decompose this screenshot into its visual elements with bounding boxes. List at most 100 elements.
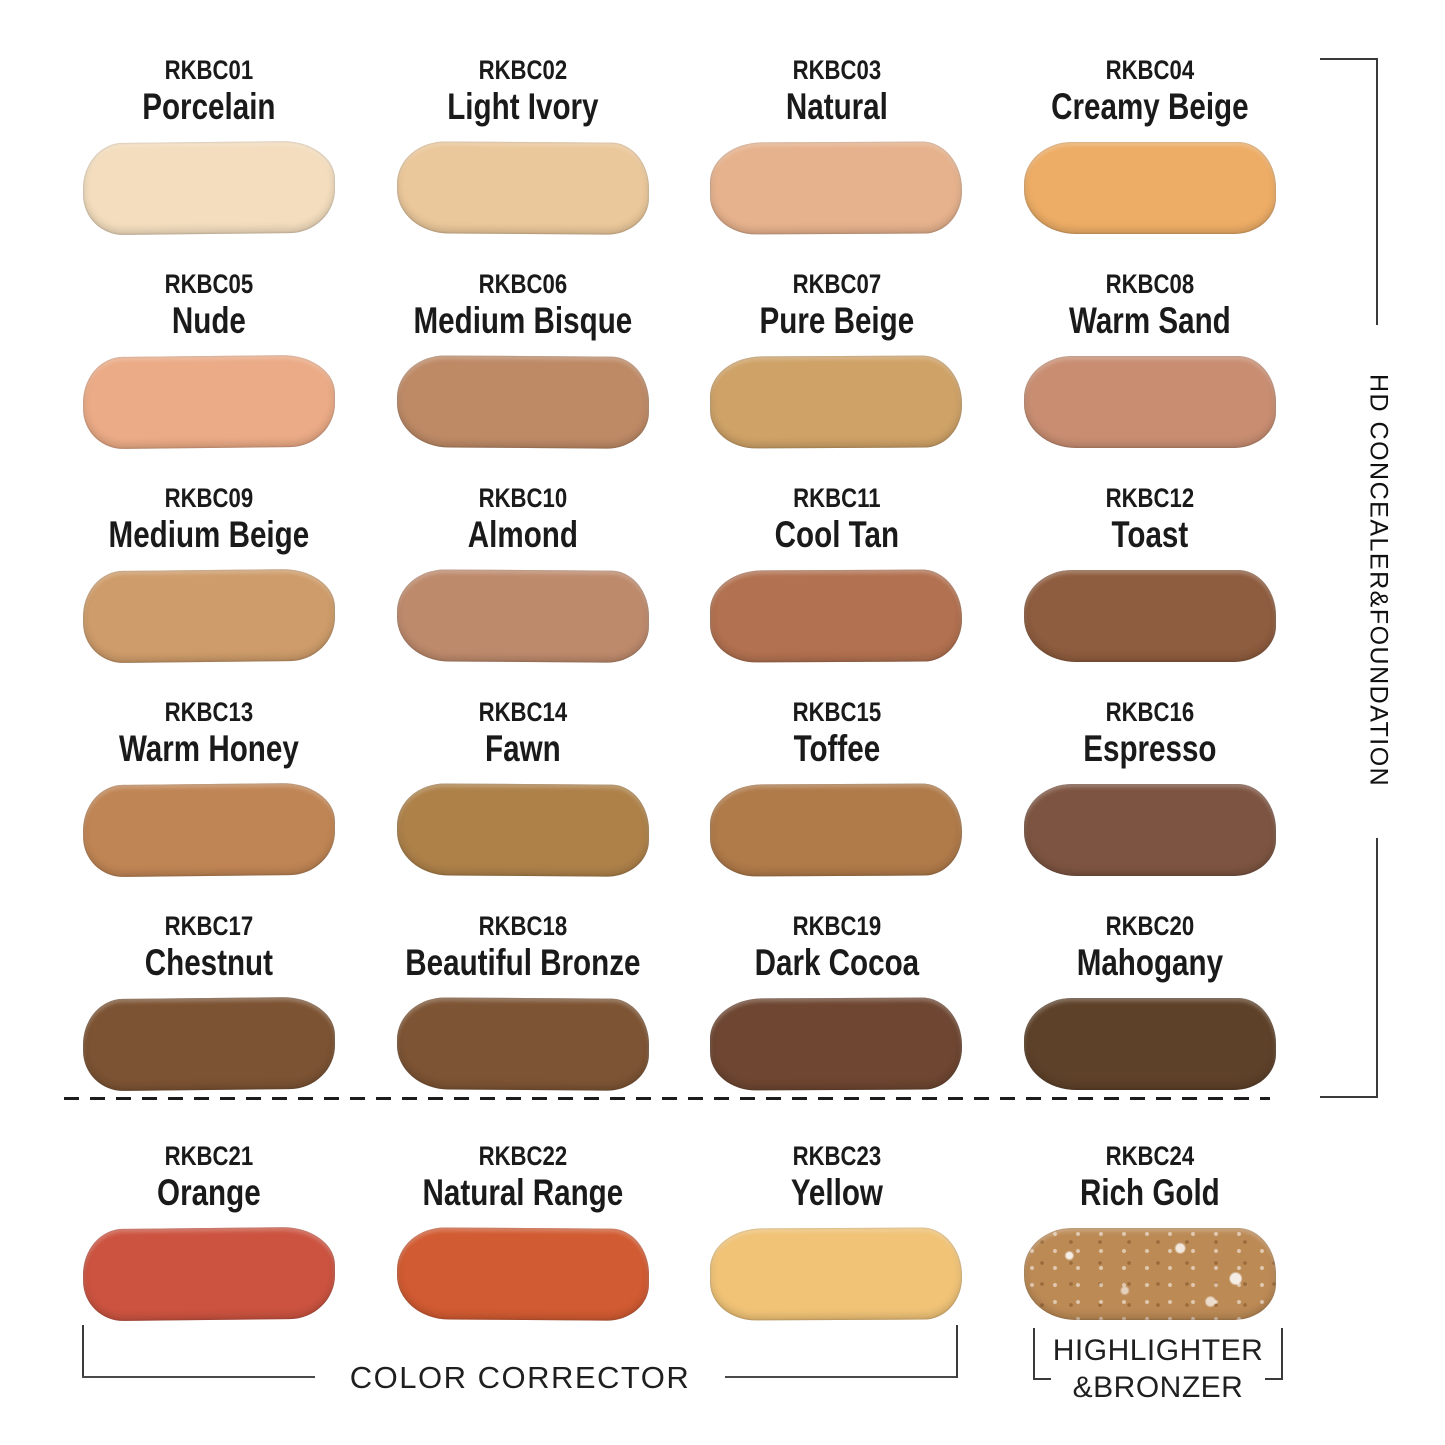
shade-name: Cool Tan bbox=[774, 513, 899, 555]
shade-name: Beautiful Bronze bbox=[405, 941, 641, 983]
shade-name: Orange bbox=[157, 1171, 261, 1213]
right-bracket-top-horizontal bbox=[1320, 58, 1378, 60]
bracket-line-left bbox=[82, 1376, 315, 1378]
highlighter-label-line1: HIGHLIGHTER bbox=[1052, 1334, 1264, 1367]
shade-swatch bbox=[396, 996, 649, 1091]
shade-code: RKBC04 bbox=[1105, 55, 1195, 85]
shade-swatch bbox=[1024, 569, 1277, 662]
shade-swatch bbox=[396, 782, 649, 877]
shade-name: Toast bbox=[1111, 513, 1189, 555]
shade-cell-rkbc13: RKBC13 Warm Honey bbox=[52, 684, 366, 898]
shade-swatch bbox=[82, 140, 336, 235]
shade-cell-rkbc23: RKBC23 Yellow bbox=[680, 1128, 994, 1342]
shade-name: Medium Beige bbox=[108, 513, 310, 555]
shade-swatch bbox=[710, 1226, 963, 1321]
shade-cell-rkbc15: RKBC15 Toffee bbox=[680, 684, 994, 898]
right-bracket-bottom-horizontal bbox=[1320, 1096, 1378, 1098]
shade-cell-rkbc11: RKBC11 Cool Tan bbox=[680, 470, 994, 684]
shade-name: Yellow bbox=[790, 1171, 883, 1213]
shade-cell-rkbc18: RKBC18 Beautiful Bronze bbox=[366, 898, 680, 1112]
shade-code: RKBC14 bbox=[478, 697, 567, 727]
shade-name: Natural bbox=[785, 85, 888, 127]
shade-code: RKBC12 bbox=[1105, 483, 1195, 513]
shade-cell-rkbc14: RKBC14 Fawn bbox=[366, 684, 680, 898]
shade-name: Warm Honey bbox=[118, 727, 299, 769]
bracket-corner-right bbox=[1265, 1328, 1283, 1380]
dashed-divider bbox=[64, 1097, 1270, 1100]
shade-code: RKBC19 bbox=[792, 911, 881, 941]
shade-code: RKBC05 bbox=[164, 269, 254, 299]
shade-name: Porcelain bbox=[142, 85, 276, 127]
shade-swatch bbox=[1024, 355, 1277, 448]
shade-name: Chestnut bbox=[144, 941, 273, 983]
shade-code: RKBC07 bbox=[792, 269, 881, 299]
shade-cell-rkbc07: RKBC07 Pure Beige bbox=[680, 256, 994, 470]
shade-cell-rkbc17: RKBC17 Chestnut bbox=[52, 898, 366, 1112]
shade-code: RKBC22 bbox=[478, 1141, 567, 1171]
shade-name: Almond bbox=[467, 513, 578, 555]
shade-cell-rkbc10: RKBC10 Almond bbox=[366, 470, 680, 684]
shade-cell-rkbc19: RKBC19 Dark Cocoa bbox=[680, 898, 994, 1112]
highlighter-label-line2: &BRONZER bbox=[1072, 1371, 1244, 1404]
shade-name: Mahogany bbox=[1076, 941, 1224, 983]
bracket-riser-left bbox=[82, 1325, 84, 1378]
shade-cell-rkbc03: RKBC03 Natural bbox=[680, 42, 994, 256]
shade-name: Warm Sand bbox=[1069, 299, 1231, 341]
shade-code: RKBC24 bbox=[1105, 1141, 1195, 1171]
shade-swatch bbox=[82, 354, 336, 449]
corrector-shade-grid: RKBC21 Orange RKBC22 Natural Range RKBC2… bbox=[52, 1128, 1307, 1342]
shade-name: Pure Beige bbox=[759, 299, 914, 341]
right-bracket-top-vertical bbox=[1376, 58, 1378, 325]
shade-name: Dark Cocoa bbox=[754, 941, 919, 983]
shade-code: RKBC13 bbox=[164, 697, 254, 727]
shade-name: Light Ivory bbox=[446, 85, 599, 127]
bracket-corner-left bbox=[1033, 1328, 1051, 1380]
shade-swatch bbox=[1024, 141, 1277, 234]
shade-cell-rkbc04: RKBC04 Creamy Beige bbox=[993, 42, 1307, 256]
foundation-shade-grid: RKBC01 Porcelain RKBC02 Light Ivory RKBC… bbox=[52, 42, 1307, 1112]
shade-code: RKBC16 bbox=[1105, 697, 1195, 727]
shade-code: RKBC20 bbox=[1105, 911, 1195, 941]
shade-swatch bbox=[1024, 997, 1277, 1090]
shade-name: Nude bbox=[171, 299, 246, 341]
shade-swatch bbox=[710, 568, 963, 663]
shade-cell-rkbc20: RKBC20 Mahogany bbox=[993, 898, 1307, 1112]
shade-cell-rkbc24: RKBC24 Rich Gold bbox=[993, 1128, 1307, 1342]
group-label-highlighter-bronzer: HIGHLIGHTER &BRONZER bbox=[1008, 1332, 1308, 1406]
shade-swatch bbox=[82, 782, 336, 877]
shade-cell-rkbc08: RKBC08 Warm Sand bbox=[993, 256, 1307, 470]
shade-name: Creamy Beige bbox=[1051, 85, 1249, 127]
shade-cell-rkbc01: RKBC01 Porcelain bbox=[52, 42, 366, 256]
shade-cell-rkbc12: RKBC12 Toast bbox=[993, 470, 1307, 684]
shade-code: RKBC02 bbox=[478, 55, 567, 85]
right-bracket-bottom-vertical bbox=[1376, 838, 1378, 1098]
bracket-riser-right bbox=[956, 1325, 958, 1378]
shade-name: Fawn bbox=[484, 727, 561, 769]
shade-swatch bbox=[82, 1226, 336, 1321]
shade-name: Espresso bbox=[1083, 727, 1217, 769]
bracket-line-right bbox=[725, 1376, 958, 1378]
shade-swatch bbox=[396, 354, 649, 449]
color-corrector-bracket: COLOR CORRECTOR bbox=[82, 1325, 958, 1396]
shade-cell-rkbc09: RKBC09 Medium Beige bbox=[52, 470, 366, 684]
shade-cell-rkbc05: RKBC05 Nude bbox=[52, 256, 366, 470]
shade-code: RKBC10 bbox=[478, 483, 567, 513]
shade-name: Toffee bbox=[793, 727, 880, 769]
shade-code: RKBC06 bbox=[478, 269, 567, 299]
shade-swatch bbox=[1024, 1227, 1277, 1320]
shade-code: RKBC18 bbox=[478, 911, 567, 941]
shade-code: RKBC09 bbox=[164, 483, 254, 513]
shade-swatch bbox=[396, 140, 649, 235]
shade-code: RKBC01 bbox=[164, 55, 254, 85]
shade-code: RKBC08 bbox=[1105, 269, 1195, 299]
group-label-hd-concealer-foundation: HD CONCEALER&FOUNDATION bbox=[1364, 374, 1393, 788]
shade-code: RKBC23 bbox=[792, 1141, 881, 1171]
shade-cell-rkbc22: RKBC22 Natural Range bbox=[366, 1128, 680, 1342]
shade-swatch bbox=[710, 354, 963, 449]
shade-cell-rkbc06: RKBC06 Medium Bisque bbox=[366, 256, 680, 470]
shade-name: Medium Bisque bbox=[413, 299, 632, 341]
shade-swatch bbox=[1024, 783, 1277, 876]
shade-cell-rkbc16: RKBC16 Espresso bbox=[993, 684, 1307, 898]
shade-swatch bbox=[396, 1226, 649, 1321]
